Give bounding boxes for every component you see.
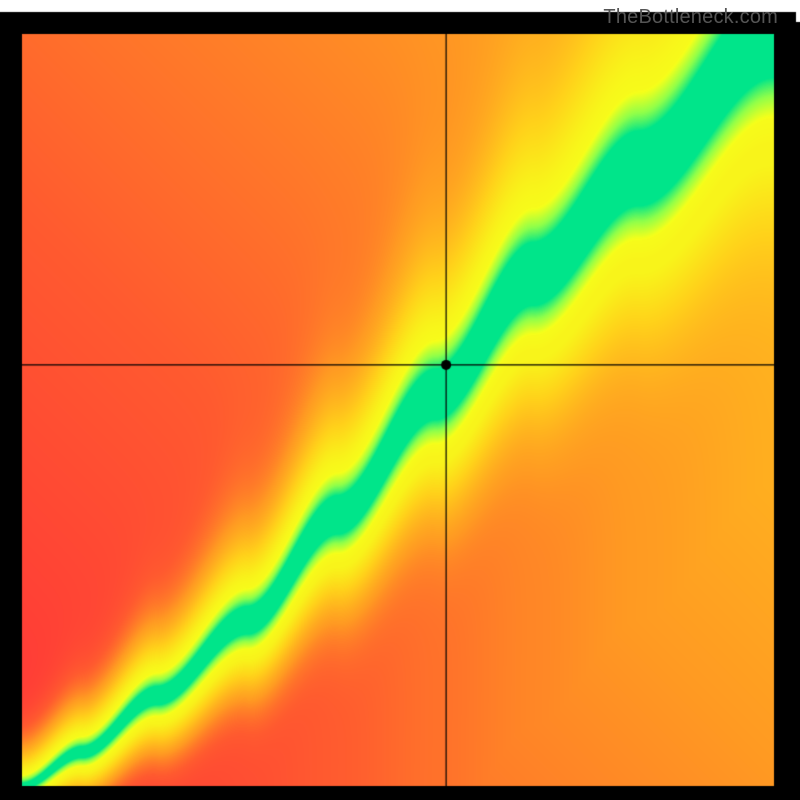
heatmap-canvas [0,0,800,800]
watermark-text: TheBottleneck.com [603,6,778,29]
chart-container: TheBottleneck.com [0,0,800,800]
